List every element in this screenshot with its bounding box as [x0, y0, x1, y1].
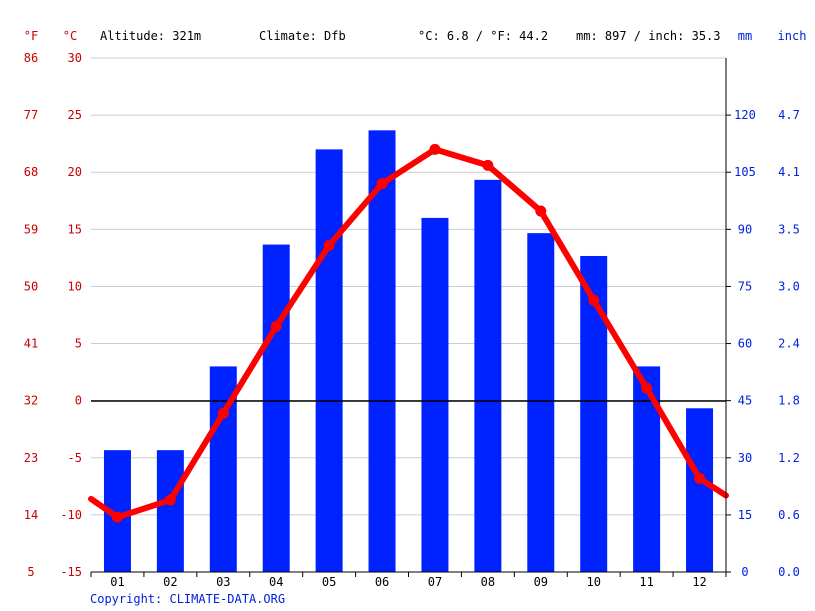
month-label-04: 04	[269, 575, 283, 589]
total-precipitation-label: mm: 897 / inch: 35.3	[576, 29, 721, 43]
temperature-line	[88, 143, 729, 523]
precipitation-bar-10	[580, 255, 608, 573]
mm-tick-label: 60	[738, 337, 752, 351]
fahrenheit-tick-label: 32	[24, 394, 38, 408]
mm-tick-label: 45	[738, 394, 752, 408]
inch-unit-label: inch	[778, 29, 807, 43]
mm-unit-label: mm	[738, 29, 752, 43]
mm-tick-label: 105	[734, 165, 756, 179]
temperature-point-04	[270, 320, 282, 332]
inch-tick-label: 4.7	[778, 108, 800, 122]
month-label-05: 05	[322, 575, 336, 589]
fahrenheit-tick-label: 5	[27, 565, 34, 579]
celsius-tick-label: 5	[75, 337, 82, 351]
climate-label: Climate: Dfb	[259, 29, 346, 43]
celsius-tick-label: 10	[68, 279, 82, 293]
celsius-tick-label: -5	[68, 451, 82, 465]
month-label-07: 07	[428, 575, 442, 589]
month-label-10: 10	[586, 575, 600, 589]
celsius-tick-label: 30	[68, 51, 82, 65]
inch-tick-label: 1.2	[778, 451, 800, 465]
altitude-label: Altitude: 321m	[100, 29, 201, 43]
month-axis: 01 02 03 04 05 06 07 08 09 10 11 12	[90, 572, 727, 589]
precipitation-bar-04	[262, 244, 290, 572]
precipitation-bar-09	[527, 233, 555, 572]
precipitation-bar-07	[421, 217, 449, 572]
inch-tick-label: 3.0	[778, 279, 800, 293]
temperature-point-09	[535, 205, 547, 217]
precipitation-bars	[103, 130, 714, 573]
month-label-01: 01	[110, 575, 124, 589]
temperature-point-06	[376, 178, 388, 190]
celsius-tick-label: 20	[68, 165, 82, 179]
temperature-point-03	[217, 407, 229, 419]
temperature-point-10	[588, 294, 600, 306]
fahrenheit-tick-label: 14	[24, 508, 38, 522]
temperature-point-05	[323, 239, 335, 251]
fahrenheit-tick-label: 59	[24, 222, 38, 236]
mm-tick-label: 90	[738, 222, 752, 236]
month-label-09: 09	[534, 575, 548, 589]
inch-tick-label: 0.6	[778, 508, 800, 522]
precipitation-bar-12	[686, 408, 714, 572]
month-label-12: 12	[692, 575, 706, 589]
precipitation-bar-02	[156, 450, 184, 572]
celsius-tick-label: -10	[60, 508, 82, 522]
fahrenheit-tick-label: 86	[24, 51, 38, 65]
gridlines	[91, 57, 726, 573]
inch-tick-label: 0.0	[778, 565, 800, 579]
inch-tick-label: 4.1	[778, 165, 800, 179]
month-label-08: 08	[481, 575, 495, 589]
month-label-06: 06	[375, 575, 389, 589]
right-axis-ticks: 120 4.7 105 4.1 90 3.5 75 3.0 60 2.4 45 1.8 30 1.2 15 0…	[726, 108, 800, 579]
mm-tick-label: 30	[738, 451, 752, 465]
fahrenheit-tick-label: 68	[24, 165, 38, 179]
month-label-03: 03	[216, 575, 230, 589]
celsius-unit-label: °C	[63, 29, 77, 43]
fahrenheit-tick-label: 77	[24, 108, 38, 122]
temperature-point-11	[641, 382, 653, 394]
month-label-11: 11	[639, 575, 653, 589]
temperature-point-07	[429, 143, 441, 155]
celsius-tick-label: 0	[75, 394, 82, 408]
mm-tick-label: 75	[738, 279, 752, 293]
temperature-path	[88, 146, 729, 521]
copyright-label: Copyright: CLIMATE-DATA.ORG	[90, 592, 285, 606]
precipitation-bar-08	[474, 179, 502, 572]
left-axis-ticks: 30 86 25 77 20 68 15 59 10 50 5 41 0 32 -5 23 -10 14 -15 5	[24, 51, 82, 579]
average-temperature-label: °C: 6.8 / °F: 44.2	[418, 29, 548, 43]
precipitation-bar-05	[315, 149, 343, 572]
mm-tick-label: 0	[741, 565, 748, 579]
fahrenheit-tick-label: 41	[24, 337, 38, 351]
precipitation-bar-11	[633, 366, 661, 572]
temperature-point-08	[482, 159, 494, 171]
fahrenheit-tick-label: 23	[24, 451, 38, 465]
temperature-point-02	[164, 494, 176, 506]
mm-tick-label: 120	[734, 108, 756, 122]
celsius-tick-label: 25	[68, 108, 82, 122]
inch-tick-label: 3.5	[778, 222, 800, 236]
inch-tick-label: 2.4	[778, 337, 800, 351]
mm-tick-label: 15	[738, 508, 752, 522]
fahrenheit-tick-label: 50	[24, 279, 38, 293]
celsius-tick-label: 15	[68, 222, 82, 236]
temperature-point-12	[694, 472, 706, 484]
precipitation-bar-06	[368, 130, 396, 572]
celsius-tick-label: -15	[60, 565, 82, 579]
inch-tick-label: 1.8	[778, 394, 800, 408]
fahrenheit-unit-label: °F	[24, 29, 38, 43]
temperature-point-01	[111, 511, 123, 523]
month-label-02: 02	[163, 575, 177, 589]
